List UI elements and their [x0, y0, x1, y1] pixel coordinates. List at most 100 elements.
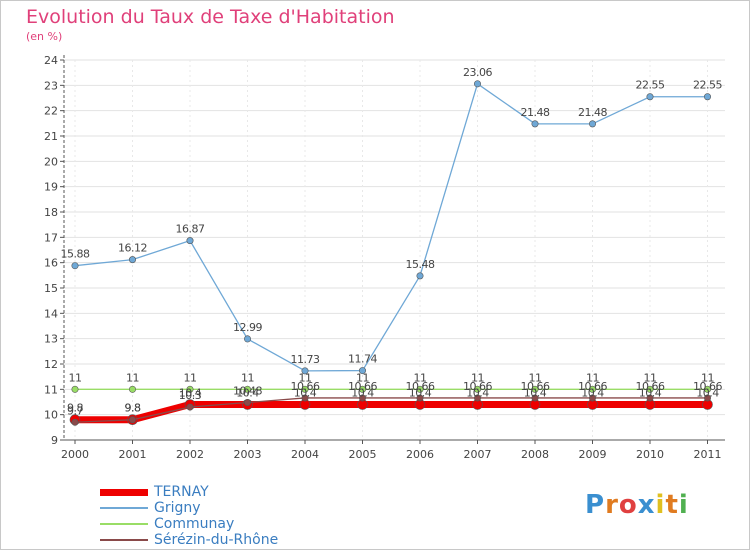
data-label-ternay-2006: 10.4: [409, 387, 432, 400]
y-tick-label-13: 13: [44, 333, 58, 346]
chart-title: Evolution du Taux de Taxe d'Habitation: [26, 6, 395, 28]
line-chart: 9 10 11 12 13 14 15 16 17 18 19 20 21 22 23 24 2000 2001 2…: [44, 54, 725, 461]
legend-item-serezin: Sérézin-du-Rhône: [100, 532, 278, 548]
data-label-grigny-2007: 23.06: [463, 66, 492, 79]
data-label-communay-2001: 11: [126, 371, 139, 384]
data-label-communay-2007: 11: [471, 371, 484, 384]
data-label-serezin-2004: 10.66: [291, 380, 320, 393]
data-label-ternay-2007: 10.4: [466, 387, 489, 400]
point-serezin-2009: [588, 394, 596, 402]
legend-item-ternay: TERNAY: [100, 484, 278, 500]
legend-label-grigny: Grigny: [154, 500, 201, 516]
y-tick-label-16: 16: [44, 257, 58, 270]
data-label-ternay-2000: 9.8: [67, 402, 83, 415]
series-line-grigny: [74, 83, 708, 372]
data-label-grigny-2006: 15.48: [406, 258, 435, 271]
point-communay-2002: [186, 385, 194, 393]
point-grigny-2007: [473, 80, 481, 88]
data-label-serezin-2007: 10.66: [463, 380, 492, 393]
data-label-grigny-2001: 16.12: [118, 242, 147, 255]
point-serezin-2000: [71, 418, 79, 426]
y-tick-label-15: 15: [44, 282, 58, 295]
legend-label-serezin: Sérézin-du-Rhône: [154, 532, 279, 548]
data-label-ternay-2005: 10.4: [351, 387, 374, 400]
data-label-communay-2006: 11: [414, 371, 427, 384]
point-communay-2010: [646, 385, 654, 393]
point-serezin-2010: [646, 394, 654, 402]
data-label-ternay-2001: 9.8: [125, 402, 141, 415]
x-tick-label-2003: 2003: [234, 448, 262, 461]
data-label-ternay-2004: 10.4: [294, 387, 317, 400]
legend-label-communay: Communay: [154, 516, 235, 532]
legend: TERNAY Grigny Communay Sérézin-du-Rhône: [100, 484, 278, 548]
point-grigny-2008: [531, 120, 539, 128]
x-tick-label-2004: 2004: [291, 448, 319, 461]
data-label-grigny-2000: 15.88: [61, 248, 90, 261]
data-label-ternay-2003: 10.4: [236, 387, 259, 400]
data-label-communay-2010: 11: [644, 371, 657, 384]
data-label-communay-2003: 11: [241, 371, 254, 384]
logo-letter: r: [605, 490, 619, 520]
x-tick-label-2001: 2001: [119, 448, 147, 461]
legend-item-communay: Communay: [100, 516, 278, 532]
x-tick-label-2009: 2009: [579, 448, 607, 461]
point-serezin-2001: [129, 416, 137, 424]
point-grigny-2002: [186, 237, 194, 245]
y-tick-label-10: 10: [44, 409, 58, 422]
data-label-communay-2000: 11: [69, 371, 82, 384]
x-tick-label-2002: 2002: [176, 448, 204, 461]
x-tick-label-2000: 2000: [61, 448, 89, 461]
point-grigny-2005: [358, 367, 366, 375]
data-label-serezin-2009: 10.66: [578, 380, 607, 393]
logo-letter: P: [585, 490, 606, 520]
point-communay-2005: [358, 385, 366, 393]
x-tick-label-2005: 2005: [349, 448, 377, 461]
point-serezin-2007: [473, 394, 481, 402]
point-grigny-2001: [129, 256, 137, 264]
point-communay-2009: [588, 385, 596, 393]
y-tick-label-14: 14: [44, 307, 58, 320]
y-tick-label-11: 11: [44, 383, 58, 396]
series-line-serezin: [74, 397, 708, 423]
series-line-ternay: [75, 401, 708, 424]
point-communay-2006: [416, 385, 424, 393]
point-grigny-2006: [416, 272, 424, 280]
data-label-grigny-2005: 11.74: [348, 353, 377, 366]
y-tick-label-19: 19: [44, 181, 58, 194]
x-tick-label-2007: 2007: [464, 448, 492, 461]
y-tick-label-24: 24: [44, 54, 58, 67]
legend-label-ternay: TERNAY: [154, 484, 209, 500]
data-label-communay-2011: 11: [701, 371, 714, 384]
point-communay-2003: [244, 385, 252, 393]
x-tick-label-2010: 2010: [636, 448, 664, 461]
data-label-ternay-2008: 10.4: [524, 387, 547, 400]
point-serezin-2002: [186, 403, 194, 411]
data-label-serezin-2002: 10.3: [179, 389, 202, 402]
data-label-grigny-2009: 21.48: [578, 106, 607, 119]
data-label-grigny-2008: 21.48: [521, 106, 550, 119]
point-grigny-2000: [71, 262, 79, 270]
x-tick-label-2011: 2011: [694, 448, 722, 461]
data-label-grigny-2002: 16.87: [176, 223, 205, 236]
proxiti-logo: Proxiti: [585, 490, 689, 520]
data-label-ternay-2011: 10.4: [696, 387, 719, 400]
x-tick-label-2006: 2006: [406, 448, 434, 461]
data-label-serezin-2008: 10.66: [521, 380, 550, 393]
legend-swatch-serezin: [100, 539, 148, 541]
y-tick-label-12: 12: [44, 358, 58, 371]
y-tick-label-18: 18: [44, 206, 58, 219]
data-label-ternay-2002: 10.4: [179, 387, 202, 400]
logo-letter: o: [618, 490, 638, 520]
point-serezin-2011: [703, 394, 711, 402]
y-tick-label-23: 23: [44, 79, 58, 92]
logo-letter: i: [655, 490, 666, 520]
logo-letter: i: [678, 490, 689, 520]
data-label-ternay-2010: 10.4: [639, 387, 662, 400]
y-tick-label-22: 22: [44, 105, 58, 118]
point-grigny-2003: [244, 335, 252, 343]
data-label-grigny-2003: 12.99: [233, 321, 262, 334]
point-grigny-2010: [646, 93, 654, 101]
y-tick-label-21: 21: [44, 130, 58, 143]
point-grigny-2004: [301, 367, 309, 375]
chart-subtitle: (en %): [26, 30, 63, 43]
